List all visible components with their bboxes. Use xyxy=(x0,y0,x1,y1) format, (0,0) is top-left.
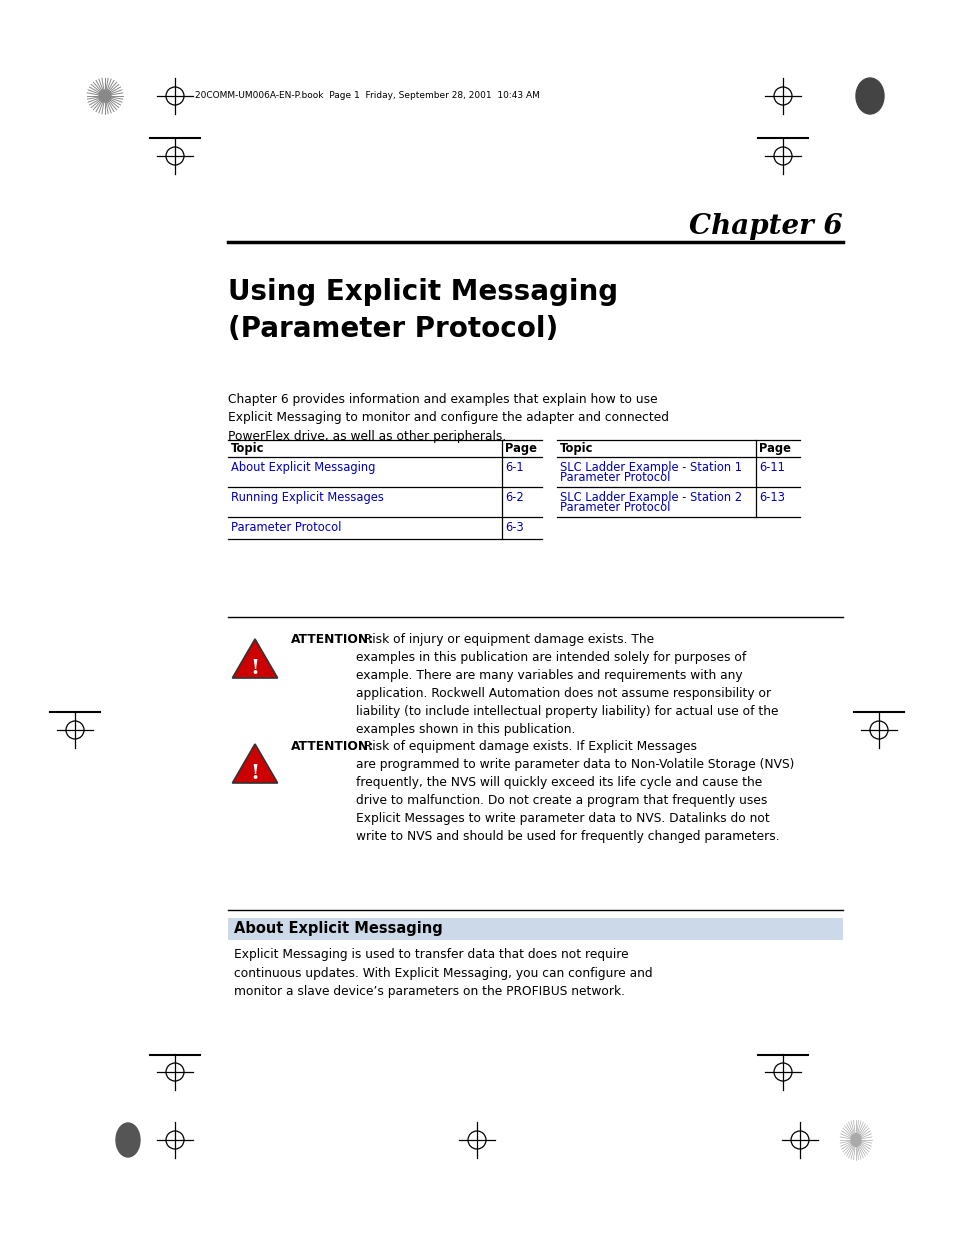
Text: Topic: Topic xyxy=(231,442,264,454)
Text: Running Explicit Messages: Running Explicit Messages xyxy=(231,492,383,504)
Polygon shape xyxy=(233,638,277,678)
Ellipse shape xyxy=(116,1123,140,1157)
Text: Page: Page xyxy=(504,442,537,454)
FancyBboxPatch shape xyxy=(228,918,842,940)
Text: About Explicit Messaging: About Explicit Messaging xyxy=(233,921,442,936)
Text: Explicit Messaging is used to transfer data that does not require
continuous upd: Explicit Messaging is used to transfer d… xyxy=(233,948,652,998)
Text: (Parameter Protocol): (Parameter Protocol) xyxy=(228,315,558,343)
Text: 6-1: 6-1 xyxy=(504,461,523,474)
Ellipse shape xyxy=(850,1134,861,1146)
Text: !: ! xyxy=(251,762,259,783)
Text: Parameter Protocol: Parameter Protocol xyxy=(231,521,341,534)
Text: Risk of injury or equipment damage exists. The
examples in this publication are : Risk of injury or equipment damage exist… xyxy=(355,634,778,736)
Text: 6-2: 6-2 xyxy=(504,492,523,504)
Circle shape xyxy=(99,90,111,103)
Text: Parameter Protocol: Parameter Protocol xyxy=(559,501,670,514)
Text: About Explicit Messaging: About Explicit Messaging xyxy=(231,461,375,474)
Text: Parameter Protocol: Parameter Protocol xyxy=(559,471,670,484)
Text: Risk of equipment damage exists. If Explicit Messages
are programmed to write pa: Risk of equipment damage exists. If Expl… xyxy=(355,740,794,844)
Text: Topic: Topic xyxy=(559,442,593,454)
Text: ATTENTION:: ATTENTION: xyxy=(291,634,374,646)
Text: !: ! xyxy=(251,657,259,678)
Polygon shape xyxy=(233,743,277,783)
Text: 6-11: 6-11 xyxy=(759,461,784,474)
Text: ATTENTION:: ATTENTION: xyxy=(291,740,374,753)
Text: SLC Ladder Example - Station 2: SLC Ladder Example - Station 2 xyxy=(559,492,741,504)
Text: Chapter 6 provides information and examples that explain how to use
Explicit Mes: Chapter 6 provides information and examp… xyxy=(228,393,668,443)
Text: Using Explicit Messaging: Using Explicit Messaging xyxy=(228,278,618,306)
Text: SLC Ladder Example - Station 1: SLC Ladder Example - Station 1 xyxy=(559,461,741,474)
Text: 6-3: 6-3 xyxy=(504,521,523,534)
Text: 6-13: 6-13 xyxy=(759,492,784,504)
Text: 20COMM-UM006A-EN-P.book  Page 1  Friday, September 28, 2001  10:43 AM: 20COMM-UM006A-EN-P.book Page 1 Friday, S… xyxy=(194,91,539,100)
Ellipse shape xyxy=(855,78,883,114)
Text: Page: Page xyxy=(759,442,790,454)
Text: Chapter 6: Chapter 6 xyxy=(689,212,842,240)
